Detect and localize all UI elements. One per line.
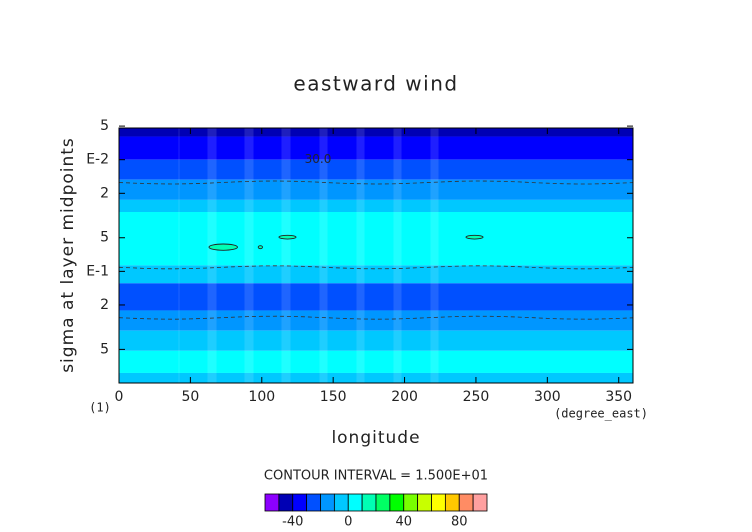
x-tick-label: 350 [605,389,632,405]
contour-band [119,128,633,137]
contour-band [119,159,633,180]
colorbar-box [403,493,419,512]
contour-label: 30.0 [305,152,332,166]
contour-band [119,350,633,373]
contour-band [119,179,633,200]
x-axis-label: longitude [331,428,420,448]
colorbar-box [458,493,474,512]
contour-blob [257,245,263,250]
contour-band [119,136,633,160]
x-tick-label: 100 [248,389,275,405]
contour-band [119,199,633,212]
colorbar-box [278,493,294,512]
dashed-contour [118,180,634,185]
x-tick-label: 250 [463,389,490,405]
colorbar-box [417,493,432,512]
x-tick-label: 150 [320,389,347,405]
colorbar-box [292,493,308,512]
colorbar-label: 80 [451,515,468,530]
colorbar-box [347,493,363,512]
dashed-contour [118,315,634,320]
colorbar-box [375,493,391,512]
colorbar-box [472,493,488,512]
x-unit: (degree_east) [554,407,648,421]
y-tick-label: 2 [100,297,109,313]
colorbar-box [306,493,321,512]
contour-band [119,211,633,266]
colorbar-label: 40 [395,515,412,530]
x-tick-label: 300 [534,389,561,405]
y-tick-label: 5 [100,118,109,134]
y-tick-label: 5 [100,230,109,246]
colorbar-box [320,493,335,512]
contour-band [119,330,633,351]
contour-band [119,283,633,311]
x-tick-label: 0 [115,389,124,405]
x-tick-label: 200 [391,389,418,405]
y-tick-label: 2 [100,185,109,201]
y-tick-label: 5 [100,341,109,357]
colorbar-box [444,493,460,512]
y-tick-label: E-1 [86,263,109,279]
contour-interval: CONTOUR INTERVAL = 1.500E+01 [264,469,488,484]
colorbar-box [361,493,377,512]
colorbar-label: -40 [282,515,303,530]
dashed-contour [118,265,634,270]
colorbar-box [431,493,446,512]
colorbar-box [389,493,405,512]
y-unit: (1) [89,401,111,415]
contour-blob [278,234,297,240]
y-tick-label: E-2 [86,152,109,168]
chart-title: eastward wind [293,72,458,96]
plot-frame [118,127,634,384]
x-tick-label: 50 [181,389,199,405]
contour-band [119,265,633,284]
contour-blob [465,234,484,240]
contour-band [119,372,633,383]
contour-blob [208,243,238,251]
colorbar-label: 0 [344,515,352,530]
colorbar-box [333,493,349,512]
colorbar-box [264,493,280,512]
y-axis-label: sigma at layer midpoints [58,137,78,373]
contour-band [119,310,633,331]
